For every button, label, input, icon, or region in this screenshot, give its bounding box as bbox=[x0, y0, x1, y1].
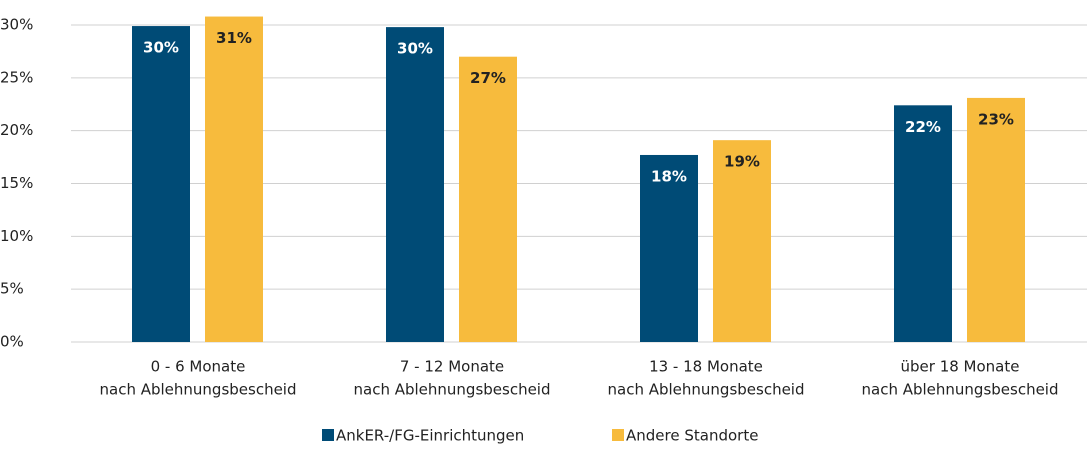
bar bbox=[894, 105, 952, 342]
x-tick-label: 13 - 18 Monate bbox=[649, 358, 763, 376]
value-label: 31% bbox=[216, 29, 252, 47]
value-label: 30% bbox=[397, 40, 433, 58]
x-tick-label: über 18 Monate bbox=[901, 358, 1020, 376]
bar bbox=[205, 16, 263, 343]
y-tick-label: 15% bbox=[0, 174, 33, 192]
value-label: 19% bbox=[724, 153, 760, 171]
y-tick-label: 10% bbox=[0, 227, 33, 245]
x-tick-label: nach Ablehnungsbescheid bbox=[354, 381, 551, 399]
y-tick-label: 25% bbox=[0, 68, 33, 86]
bar bbox=[713, 140, 771, 342]
bar bbox=[386, 27, 444, 342]
y-tick-label: 0% bbox=[0, 333, 24, 351]
x-tick-label: nach Ablehnungsbescheid bbox=[100, 381, 297, 399]
legend-swatch bbox=[612, 429, 624, 441]
bar bbox=[459, 56, 517, 342]
bar bbox=[967, 97, 1025, 342]
x-tick-label: 0 - 6 Monate bbox=[151, 358, 246, 376]
x-tick-label: nach Ablehnungsbescheid bbox=[608, 381, 805, 399]
x-tick-label: nach Ablehnungsbescheid bbox=[862, 381, 1059, 399]
value-label: 30% bbox=[143, 39, 179, 57]
value-label: 22% bbox=[905, 118, 941, 136]
bar bbox=[640, 154, 698, 342]
legend-swatch bbox=[322, 429, 334, 441]
legend-label: AnkER-/FG-Einrichtungen bbox=[336, 427, 524, 445]
x-tick-label: 7 - 12 Monate bbox=[400, 358, 504, 376]
y-tick-label: 30% bbox=[0, 16, 33, 34]
value-label: 23% bbox=[978, 110, 1014, 128]
legend-label: Andere Standorte bbox=[626, 427, 758, 445]
y-tick-label: 5% bbox=[0, 280, 24, 298]
bar bbox=[132, 26, 190, 342]
value-label: 18% bbox=[651, 167, 687, 185]
value-label: 27% bbox=[470, 69, 506, 87]
y-tick-label: 20% bbox=[0, 121, 33, 139]
